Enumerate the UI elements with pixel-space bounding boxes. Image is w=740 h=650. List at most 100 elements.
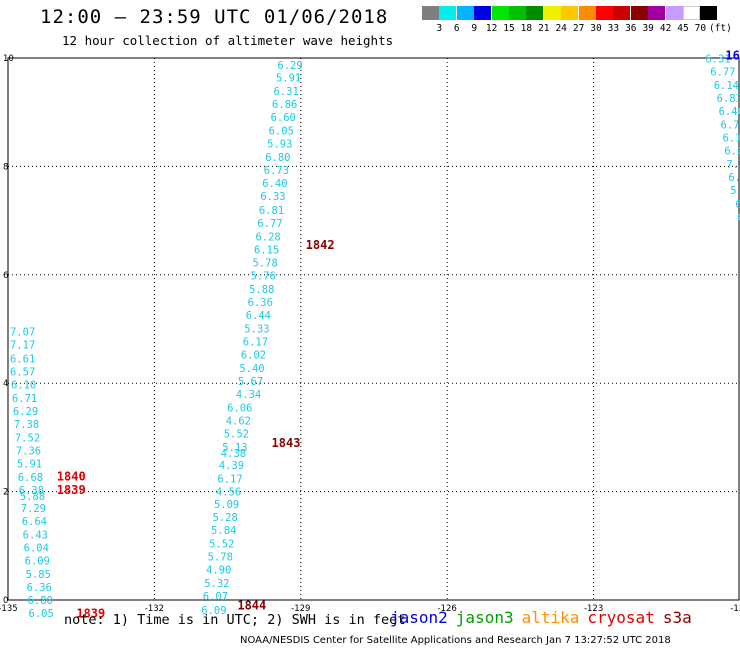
color-swatch [456,6,474,20]
wave-height-value: 6.09 [201,605,226,617]
wave-height-value: 6.09 [25,555,50,567]
wave-height-value: 7.52 [15,432,40,444]
wave-height-value: 6.06 [227,403,252,415]
wave-height-value: 6.43 [23,529,48,541]
wave-height-value: 6.69 [724,146,740,158]
color-swatch [543,6,561,20]
color-scale-unit: (ft) [708,23,732,34]
legend-item-s3a: s3a [662,608,692,627]
wave-height-value: 6.05 [29,608,54,620]
wave-height-value: 6.86 [272,99,297,111]
color-scale-label: 39 [642,23,654,34]
color-scale-label: 9 [471,23,478,34]
wave-height-value: 5.40 [239,363,264,375]
wave-height-value: 6.61 [10,353,35,365]
color-swatch [561,6,579,20]
wave-height-value: 5.52 [209,539,234,551]
plot-frame [7,57,740,601]
wave-height-value: 6.17 [217,474,242,486]
y-tick-label: 4 [3,379,8,389]
wave-height-value: 6.10 [11,379,36,391]
color-scale-label: 42 [659,23,672,34]
wave-height-value: 4.90 [206,565,231,577]
legend-item-jason3: jason3 [455,608,514,627]
wave-height-value: 6.73 [264,165,289,177]
pass-number-label: 1844 [237,598,266,612]
color-scale-label: 18 [520,23,533,34]
wave-height-value: 7.36 [16,445,41,457]
wave-height-value: 6.77 [257,218,282,230]
wave-height-value: 6.29 [13,406,38,418]
wave-height-value: 6.29 [277,60,302,72]
wave-height-value: 6.40 [719,106,740,118]
wave-height-value: 6.80 [28,595,53,607]
color-scale-label: 70 [694,23,707,34]
color-swatch [491,6,509,20]
wave-height-value: 5.78 [208,552,233,564]
y-tick-label: 6 [3,271,8,281]
color-swatch [596,6,613,20]
wave-height-value: 4.38 [221,448,246,460]
footer-credit: NOAA/NESDIS Center for Satellite Applica… [240,635,671,646]
wave-height-value: 5.67 [238,376,263,388]
wave-height-value: 5.88 [20,491,45,503]
color-swatch [578,6,596,20]
wave-height-value: 5.91 [276,73,301,85]
wave-height-value: 6.60 [271,112,296,124]
color-scale-label: 30 [590,23,602,34]
wave-height-value: 6.33 [260,191,285,203]
wave-height-value: 6.02 [241,349,266,361]
x-tick-label: -132 [145,604,164,614]
wave-height-value: 5.52 [224,429,249,441]
wave-height-value: 6.40 [262,178,287,190]
pass-number-label: 1840 [57,469,86,483]
color-scale-label: 6 [453,23,460,34]
wave-height-value: 7.17 [10,340,35,352]
wave-height-value: 4.56 [216,487,241,499]
wave-height-value: 6.71 [721,120,740,132]
wave-height-value: 6.88 [728,172,740,184]
wave-height-value: 6.83 [717,93,740,105]
wave-height-value: 5.32 [204,578,229,590]
wave-height-value: 5.91 [17,458,42,470]
color-swatch [683,6,700,20]
wave-height-value: 7.29 [21,503,46,515]
x-tick-label: -123 [584,604,603,614]
wave-height-value: 6.0 [735,199,740,211]
color-scale-label: 45 [677,23,689,34]
wave-height-value: 6.31 [705,54,730,66]
wave-height-value: 6.64 [22,516,47,528]
wave-height-value: 6.15 [254,244,279,256]
color-scale-label: 15 [503,23,515,34]
wave-height-value: 6.28 [255,231,280,243]
wave-height-value: 5.78 [253,257,278,269]
wave-height-value: 6.68 [18,472,43,484]
wave-height-value: 6.31 [274,86,299,98]
wave-height-value: 6.04 [24,542,49,554]
map-subtitle: 12 hour collection of altimeter wave hei… [62,33,394,48]
x-tick-label: -120 [730,604,740,614]
wave-height-value: 5.28 [213,512,238,524]
color-swatch [700,6,718,20]
legend-item-cryosat: cryosat [587,608,655,627]
wave-height-value: 6.57 [10,366,35,378]
legend-item-jason2: jason2 [390,608,448,627]
wave-height-value: 4.39 [219,460,244,472]
wave-height-value: 6.36 [27,582,52,594]
wave-height-value: 6.5 [737,212,740,224]
y-tick-label: 0 [3,596,8,606]
wave-height-value: 7.07 [10,327,35,339]
y-tick-label: 2 [3,488,8,498]
color-scale-label: 36 [625,23,637,34]
pass-number-label: 1842 [306,238,335,252]
wave-height-value: 6.05 [269,126,294,138]
y-tick-label: 8 [3,162,8,172]
wave-height-value: 5.88 [249,284,274,296]
wave-height-value: 6.38 [19,485,44,497]
color-swatch [648,6,666,20]
pass-number-label: 161 [725,48,740,62]
wave-height-value: 4.62 [226,416,251,428]
wave-height-value: 7.38 [14,419,39,431]
pass-number-label: 1839 [57,483,86,497]
